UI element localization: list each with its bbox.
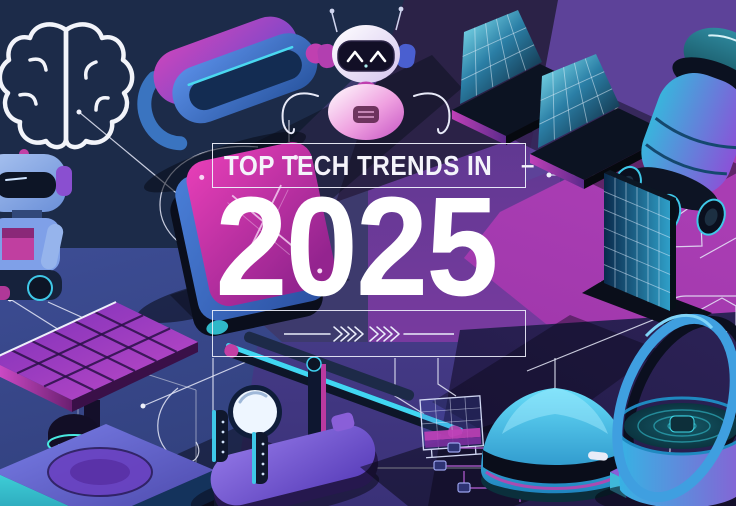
solar-station-illustration <box>0 301 214 506</box>
mini-screen <box>419 395 485 459</box>
brain-icon <box>0 22 135 150</box>
storage-device-illustration <box>136 142 336 337</box>
arrow-decoration-icon <box>284 325 454 342</box>
title-dash: – <box>520 151 535 179</box>
solar-panel-illustration <box>582 170 712 331</box>
mini-robot-illustration <box>0 149 72 301</box>
arrow-box <box>212 310 526 357</box>
smart-pod-illustration <box>360 388 642 506</box>
ai-robot-illustration <box>281 6 451 140</box>
title-box: TOP TECH TRENDS IN – <box>212 143 534 188</box>
title-text: TOP TECH TRENDS IN <box>223 149 492 181</box>
year-text: 2025 <box>215 167 498 325</box>
camera-drone-illustration <box>190 331 464 506</box>
